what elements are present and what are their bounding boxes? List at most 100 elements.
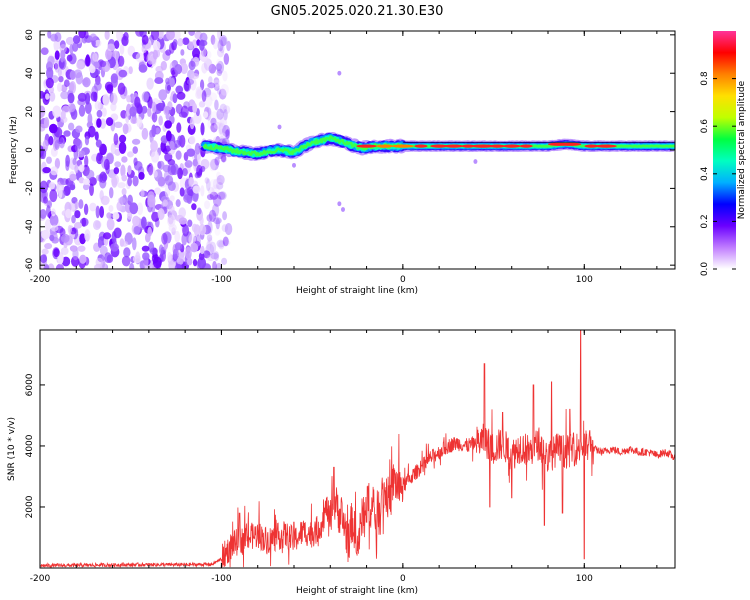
noise-blob	[176, 256, 184, 265]
noise-blob	[150, 140, 158, 152]
noise-blob	[49, 213, 59, 227]
noise-blob	[74, 143, 81, 153]
noise-blob	[60, 49, 66, 60]
noise-blob	[94, 39, 102, 47]
noise-blob	[216, 239, 226, 248]
noise-blob	[94, 131, 99, 141]
spectrogram-noise	[40, 31, 233, 269]
noise-blob	[141, 44, 147, 54]
noise-blob	[206, 240, 212, 251]
noise-blob	[182, 224, 190, 237]
noise-blob	[113, 167, 120, 175]
noise-blob	[161, 232, 168, 245]
noise-blob	[96, 118, 102, 128]
noise-blob	[168, 214, 174, 225]
noise-blob	[58, 75, 64, 83]
noise-blob	[172, 248, 179, 260]
noise-blob	[223, 108, 228, 121]
noise-blob	[68, 122, 75, 131]
snr-panel: -200 -100 0 100 2000 4000 6000 Height of strai…	[7, 329, 676, 596]
noise-blob	[193, 224, 201, 237]
noise-blob	[209, 178, 218, 190]
noise-blob	[40, 47, 49, 56]
noise-blob	[104, 252, 112, 264]
noise-blob	[114, 121, 123, 129]
spectrogram-y-tick-label: 0	[25, 147, 35, 153]
noise-blob	[142, 252, 150, 261]
noise-blob	[89, 65, 96, 74]
noise-blob	[169, 195, 175, 202]
noise-blob	[61, 256, 71, 267]
noise-blob	[160, 60, 167, 71]
noise-blob	[87, 125, 96, 138]
noise-blob	[60, 247, 69, 256]
noise-blob	[89, 202, 97, 212]
noise-blob	[95, 205, 100, 219]
noise-blob	[49, 234, 55, 242]
noise-blob	[174, 63, 183, 75]
noise-blob	[175, 199, 181, 208]
noise-blob	[211, 184, 220, 196]
noise-blob	[186, 78, 195, 86]
noise-blob	[217, 39, 224, 52]
noise-blob	[108, 205, 114, 213]
noise-blob	[220, 36, 227, 47]
noise-blob	[186, 148, 196, 157]
spectrogram-y-label: Frequency (Hz)	[9, 116, 19, 184]
spectrogram-y-tick-label: 60	[25, 29, 35, 41]
noise-blob	[168, 223, 177, 232]
noise-blob	[157, 31, 164, 40]
noise-blob	[50, 208, 56, 217]
noise-blob	[154, 187, 161, 195]
noise-blob	[50, 166, 59, 176]
noise-blob	[90, 91, 98, 102]
noise-blob	[92, 52, 98, 62]
noise-blob	[40, 180, 49, 194]
noise-blob	[209, 191, 219, 200]
noise-blob	[129, 262, 135, 269]
noise-blob	[106, 212, 112, 219]
noise-blob	[151, 211, 160, 222]
noise-blob	[199, 39, 205, 51]
noise-blob	[132, 237, 137, 251]
snr-axes: -200 -100 0 100 2000 4000 6000	[25, 330, 675, 584]
noise-blob	[110, 243, 119, 252]
noise-blob	[200, 122, 205, 136]
noise-blob	[105, 48, 112, 60]
noise-blob	[182, 37, 190, 46]
noise-blob	[210, 117, 217, 126]
noise-blob	[218, 34, 228, 47]
noise-blob	[222, 211, 228, 221]
noise-blob	[72, 158, 77, 166]
noise-blob	[110, 73, 119, 84]
spectrogram-x-label: Height of straight line (km)	[296, 286, 418, 296]
noise-blob	[136, 116, 143, 128]
noise-blob	[224, 129, 230, 140]
noise-blob	[218, 191, 227, 201]
noise-blob	[209, 241, 217, 254]
noise-blob	[96, 109, 103, 118]
outlier-blob	[337, 70, 342, 76]
noise-blob	[48, 135, 54, 146]
noise-blob	[209, 92, 218, 102]
noise-blob	[140, 216, 147, 229]
noise-blob	[225, 128, 230, 140]
noise-blob	[223, 53, 230, 65]
noise-blob	[120, 240, 129, 247]
noise-blob	[102, 232, 112, 240]
noise-blob	[122, 123, 129, 135]
noise-blob	[106, 84, 114, 94]
noise-blob	[198, 224, 207, 236]
noise-blob	[198, 252, 205, 261]
noise-blob	[40, 123, 46, 132]
noise-blob	[195, 86, 203, 96]
noise-blob	[102, 93, 110, 106]
noise-blob	[74, 201, 79, 210]
noise-blob	[207, 221, 213, 234]
noise-blob	[169, 140, 175, 150]
noise-blob	[120, 164, 126, 178]
noise-blob	[53, 248, 60, 258]
noise-blob	[114, 40, 120, 49]
noise-blob	[158, 244, 164, 255]
noise-blob	[82, 183, 90, 191]
